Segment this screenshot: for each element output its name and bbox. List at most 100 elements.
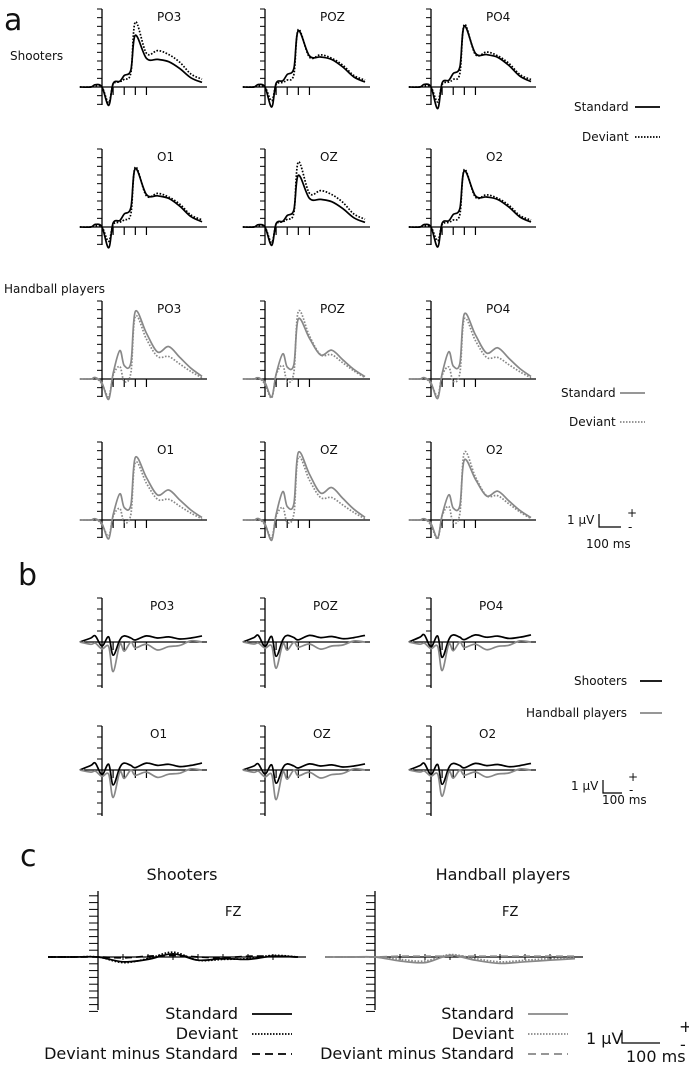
scale-bar-a-time: 100 ms bbox=[586, 537, 631, 551]
plot-b-po4-trace-shooters bbox=[408, 633, 532, 659]
plot-a-shooters-o2-trace-standard bbox=[408, 169, 532, 248]
plot-a-shooters-poz-trace-standard bbox=[242, 29, 366, 108]
legend-a-shooters: Standard Deviant bbox=[574, 100, 660, 144]
plot-b-poz-trace-shooters bbox=[242, 634, 366, 658]
plot-a-handball-oz: OZ bbox=[242, 441, 370, 542]
panel-letter-c: c bbox=[20, 839, 37, 874]
plot-a-shooters-oz-trace-standard bbox=[242, 174, 366, 247]
legend-a-handball-deviant: Deviant bbox=[569, 415, 616, 429]
plot-a-shooters-o2: O2 bbox=[408, 148, 536, 248]
panel-letter-b: b bbox=[18, 558, 37, 593]
plot-b-po4-trace-handball-players bbox=[408, 639, 532, 672]
plot-a-handball-o2: O2 bbox=[408, 441, 536, 540]
legend-c-shooters-difference: Deviant minus Standard bbox=[44, 1044, 238, 1063]
plot-a-handball-po4-trace-deviant bbox=[408, 317, 532, 397]
plot-a-handball-po3-channel-label: PO3 bbox=[157, 302, 181, 316]
plot-a-shooters-po3: PO3 bbox=[79, 8, 207, 107]
plot-a-handball-poz: POZ bbox=[242, 300, 370, 399]
plot-b-po4: PO4 bbox=[408, 597, 536, 688]
plot-a-handball-po3: PO3 bbox=[79, 300, 207, 401]
plot-c-shooters-fz-trace-shooters-deviant bbox=[47, 951, 299, 964]
plot-c-shooters-fz-trace-shooters-deviant-minus-standard bbox=[47, 954, 299, 959]
plot-a-shooters-o2-trace-deviant bbox=[408, 168, 532, 242]
plot-a-handball-oz-trace-deviant bbox=[242, 455, 366, 539]
legend-c-shooters-standard: Standard bbox=[165, 1004, 238, 1023]
plot-c-handball-fz: FZ bbox=[324, 891, 583, 1012]
plot-c-handball-fz-trace-handball-players-deviant-minus-standard bbox=[324, 955, 575, 958]
legend-b-shooters: Shooters bbox=[574, 674, 627, 688]
plot-a-shooters-o1-trace-standard bbox=[79, 167, 203, 249]
plot-a-handball-po4-channel-label: PO4 bbox=[486, 302, 510, 316]
plot-b-o2: O2 bbox=[408, 725, 536, 816]
plot-a-shooters-po4-trace-deviant bbox=[408, 23, 532, 103]
scale-bar-b-plus: + bbox=[628, 770, 638, 784]
plot-a-shooters-oz: OZ bbox=[242, 148, 370, 247]
plot-b-poz-trace-handball-players bbox=[242, 640, 366, 670]
plot-a-handball-poz-channel-label: POZ bbox=[320, 302, 345, 316]
plot-a-handball-po4-trace-standard bbox=[408, 312, 532, 400]
plot-a-shooters-o2-channel-label: O2 bbox=[486, 150, 503, 164]
plot-a-handball-po3-trace-standard bbox=[79, 309, 203, 401]
plot-b-o2-trace-handball-players bbox=[408, 768, 532, 798]
plots: PO3 POZ PO4 O1 OZ O2 PO3 POZ PO4 O1 OZ O2 PO3 POZ PO4 O… bbox=[47, 8, 583, 1012]
plot-b-o1-trace-handball-players bbox=[79, 767, 203, 799]
group-label-shooters: Shooters bbox=[10, 49, 63, 63]
plot-a-shooters-oz-channel-label: OZ bbox=[320, 150, 338, 164]
scale-bar-b-minus: - bbox=[629, 783, 633, 797]
c-title-handball: Handball players bbox=[436, 865, 571, 884]
panel-letter-a: a bbox=[4, 3, 22, 38]
legend-c-handball-difference: Deviant minus Standard bbox=[320, 1044, 514, 1063]
plot-a-handball-o1-channel-label: O1 bbox=[157, 443, 174, 457]
plot-a-shooters-o1-channel-label: O1 bbox=[157, 150, 174, 164]
legend-c-handball: Standard Deviant Deviant minus Standard bbox=[320, 1004, 568, 1063]
scale-bar-b-time: 100 ms bbox=[602, 793, 647, 807]
plot-c-shooters-fz-channel-label: FZ bbox=[225, 905, 241, 920]
scale-bar-b: 1 µV + - 100 ms bbox=[571, 770, 647, 807]
scale-bar-c-plus: + bbox=[679, 1017, 689, 1036]
group-label-handball: Handball players bbox=[4, 282, 105, 296]
plot-a-shooters-po3-channel-label: PO3 bbox=[157, 10, 181, 24]
plot-b-o1: O1 bbox=[79, 725, 207, 816]
scale-bar-a-minus: - bbox=[628, 520, 632, 534]
plot-b-o1-channel-label: O1 bbox=[150, 727, 167, 741]
plot-a-shooters-poz-channel-label: POZ bbox=[320, 10, 345, 24]
plot-b-o1-trace-shooters bbox=[79, 761, 203, 786]
plot-c-handball-fz-channel-label: FZ bbox=[502, 905, 518, 920]
legend-a-shooters-standard: Standard bbox=[574, 100, 629, 114]
plot-a-shooters-po3-trace-standard bbox=[79, 34, 203, 107]
plot-a-shooters-po4: PO4 bbox=[408, 8, 536, 110]
plot-a-shooters-oz-trace-deviant bbox=[242, 161, 366, 244]
plot-a-handball-o1-trace-standard bbox=[79, 455, 203, 540]
plot-a-shooters-poz: POZ bbox=[242, 8, 370, 108]
plot-a-shooters-po3-trace-deviant bbox=[79, 21, 203, 104]
plot-b-po4-channel-label: PO4 bbox=[479, 599, 503, 613]
legend-a-handball-standard: Standard bbox=[561, 386, 616, 400]
plot-c-shooters-fz: FZ bbox=[47, 891, 306, 1012]
plot-a-handball-oz-channel-label: OZ bbox=[320, 443, 338, 457]
plot-a-shooters-o1-trace-deviant bbox=[79, 166, 203, 243]
plot-b-oz-trace-handball-players bbox=[242, 767, 366, 801]
plot-a-handball-o1: O1 bbox=[79, 441, 207, 540]
plot-a-shooters-poz-trace-deviant bbox=[242, 28, 366, 102]
plot-b-poz: POZ bbox=[242, 597, 370, 688]
scale-bar-c-minus: - bbox=[680, 1035, 686, 1054]
plot-a-shooters-o1: O1 bbox=[79, 148, 207, 249]
scale-bar-a-voltage: 1 µV bbox=[567, 513, 595, 527]
legend-a-handball: Standard Deviant bbox=[561, 386, 645, 429]
plot-c-handball-fz-trace-handball-players-deviant bbox=[324, 953, 576, 963]
plot-a-handball-po4: PO4 bbox=[408, 300, 536, 400]
legend-a-shooters-deviant: Deviant bbox=[582, 130, 629, 144]
scale-bar-a-plus: + bbox=[627, 506, 637, 520]
plot-b-po3-channel-label: PO3 bbox=[150, 599, 174, 613]
plot-b-oz-trace-shooters bbox=[242, 762, 366, 785]
plot-b-oz: OZ bbox=[242, 725, 370, 816]
scale-bar-c-time: 100 ms bbox=[626, 1047, 686, 1065]
scale-bar-c-voltage: 1 µV bbox=[586, 1029, 622, 1048]
plot-a-shooters-po4-trace-standard bbox=[408, 25, 532, 110]
legend-c-handball-deviant: Deviant bbox=[452, 1024, 514, 1043]
plot-a-handball-o2-trace-standard bbox=[408, 458, 532, 539]
legend-b-handball: Handball players bbox=[526, 706, 627, 720]
c-title-shooters: Shooters bbox=[147, 865, 218, 884]
plot-a-handball-po3-trace-deviant bbox=[79, 314, 203, 398]
